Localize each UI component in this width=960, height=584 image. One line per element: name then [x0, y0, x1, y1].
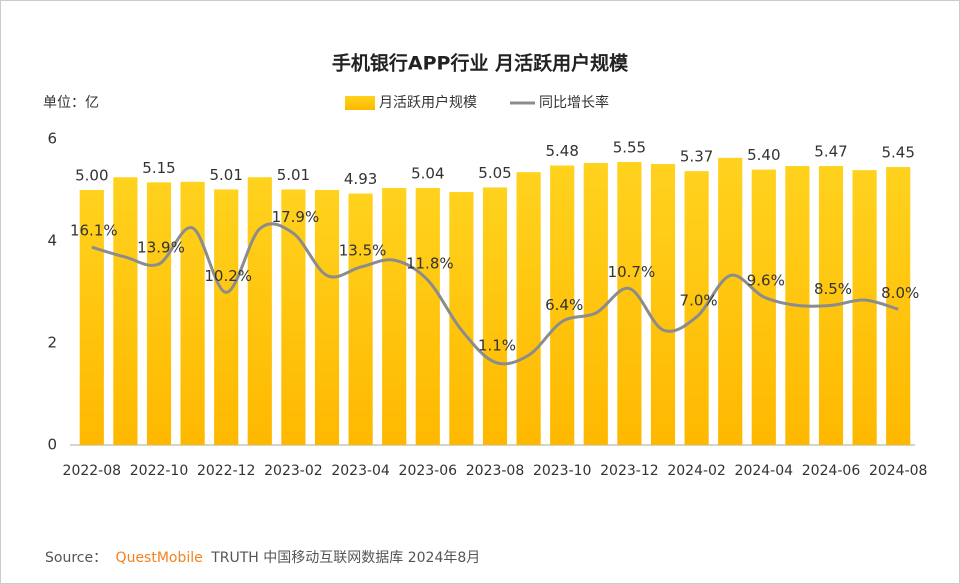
bar [650, 163, 676, 446]
line-value-label: 8.5% [814, 280, 852, 298]
bar [482, 187, 508, 445]
bar-value-label: 5.48 [545, 142, 578, 160]
bar [852, 170, 877, 446]
legend-label: 同比增长率 [539, 94, 609, 111]
bar [146, 182, 172, 445]
line [91, 222, 899, 366]
y-tick-label: 6 [47, 130, 57, 148]
bar-value-label: 5.01 [209, 166, 242, 184]
x-tick-label: 2024-04 [735, 463, 794, 479]
x-tick-label: 2022-12 [197, 463, 256, 479]
x-tick-label: 2024-08 [869, 463, 928, 479]
line-value-label: 13.9% [137, 239, 185, 257]
bar-value-label: 5.15 [142, 159, 175, 177]
bar [113, 177, 138, 445]
bar [583, 162, 608, 445]
bar-value-label: 5.01 [277, 166, 310, 184]
legend-swatch [345, 96, 375, 110]
y-tick-label: 4 [47, 232, 57, 250]
bar [348, 193, 373, 445]
unit-label: 单位：亿 [43, 95, 99, 111]
legend-label: 月活跃用户规模 [379, 94, 477, 111]
source-prefix-text: Source： [45, 550, 107, 566]
bar [415, 187, 440, 445]
y-tick-label: 0 [47, 436, 57, 454]
x-tick-label: 2024-02 [667, 463, 726, 479]
bar-value-label: 5.04 [411, 164, 444, 182]
bar [79, 190, 104, 445]
x-tick-label: 2022-08 [63, 463, 122, 479]
line-value-label: 11.8% [406, 255, 454, 273]
line-value-label: 9.6% [747, 271, 785, 289]
bar [751, 169, 776, 445]
source-brand: QuestMobile [116, 550, 203, 566]
line-value-label: 10.7% [608, 263, 656, 281]
bar-value-label: 5.05 [478, 164, 511, 182]
bar-value-label: 5.45 [881, 144, 914, 162]
bar-value-label: 5.55 [613, 138, 646, 156]
source-prefix: Source： QuestMobile TRUTH 中国移动互联网数据库 202… [45, 550, 480, 566]
bar-value-label: 5.47 [814, 143, 847, 161]
line-value-label: 10.2% [204, 267, 252, 285]
x-tick-label: 2023-02 [264, 463, 323, 479]
line-value-label: 8.0% [881, 284, 919, 302]
line-value-label: 13.5% [339, 242, 387, 260]
line-value-label: 17.9% [272, 208, 320, 226]
bar-value-label: 4.93 [344, 170, 377, 188]
source-text: TRUTH 中国移动互联网数据库 2024年8月 [210, 550, 480, 566]
bar-value-label: 5.40 [747, 146, 780, 164]
x-tick-label: 2023-12 [600, 463, 659, 479]
bar [180, 181, 205, 445]
bar [550, 165, 575, 445]
bar [617, 161, 642, 445]
bar-value-label: 5.00 [75, 167, 108, 185]
bar [314, 190, 340, 445]
x-tick-label: 2023-08 [466, 463, 525, 479]
x-tick-label: 2023-04 [331, 463, 390, 479]
x-tick-label: 2023-10 [533, 463, 592, 479]
line-value-label: 1.1% [478, 337, 516, 355]
line-value-label: 6.4% [545, 296, 583, 314]
bar [247, 177, 272, 445]
x-tick-label: 2023-06 [399, 463, 458, 479]
bar [382, 187, 407, 445]
bar [214, 189, 239, 445]
x-tick-label: 2024-06 [802, 463, 861, 479]
chart-title: 手机银行APP行业 月活跃用户规模 [332, 52, 629, 75]
line-value-label: 7.0% [680, 291, 718, 309]
bar [718, 157, 743, 445]
x-tick-label: 2022-10 [130, 463, 189, 479]
y-tick-label: 2 [47, 334, 57, 352]
bar-value-label: 5.37 [680, 148, 713, 166]
line-value-label: 16.1% [70, 222, 118, 240]
bar [516, 172, 541, 445]
